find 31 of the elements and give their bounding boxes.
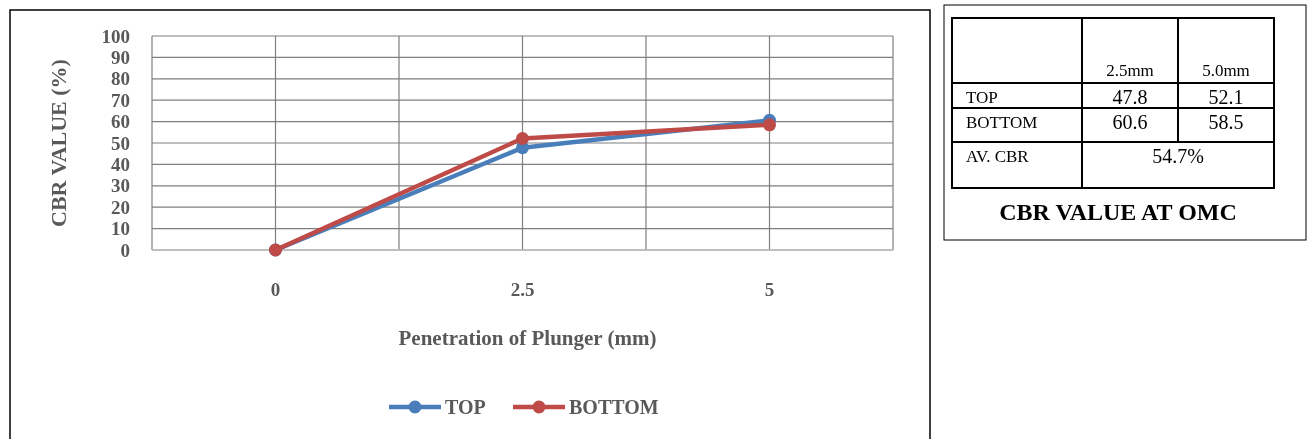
category-label: BOTTOM xyxy=(966,113,1038,132)
text: CBR VALUE AT OMC xyxy=(999,199,1237,225)
y-tick-label: 20 xyxy=(111,196,130,218)
y-tick-label: 100 xyxy=(101,25,130,47)
x-tick-label: 2.5 xyxy=(510,279,535,300)
y-tick-label: 80 xyxy=(111,68,130,90)
y-axis-title: CBR VALUE (%) xyxy=(46,59,71,227)
category-label: 5.0mm xyxy=(1202,61,1250,80)
x-axis-title: Penetration of Plunger (mm) xyxy=(398,326,657,350)
y-tick-label: 50 xyxy=(111,132,130,154)
text: 58.5 xyxy=(1208,111,1244,133)
y-tick-label: 10 xyxy=(111,218,130,240)
legend-label: BOTTOM xyxy=(569,396,659,418)
x-tick-label: 5 xyxy=(764,279,775,300)
y-tick-label: 30 xyxy=(111,175,130,197)
category-label: TOP xyxy=(966,88,998,107)
text: 54.7% xyxy=(1152,145,1204,167)
point xyxy=(516,132,529,146)
y-tick-label: 70 xyxy=(111,89,130,111)
category-label: 2.5mm xyxy=(1106,61,1154,80)
text: 60.6 xyxy=(1112,111,1148,133)
x-tick-label: 0 xyxy=(270,279,281,300)
text: 52.1 xyxy=(1208,86,1244,108)
y-tick-label: 40 xyxy=(111,154,130,176)
category-label: AV. CBR xyxy=(966,147,1029,166)
y-tick-label: 90 xyxy=(111,47,130,69)
text: 47.8 xyxy=(1112,86,1148,108)
y-tick-label: 60 xyxy=(111,111,130,133)
legend-label: TOP xyxy=(445,396,486,418)
point xyxy=(763,118,776,132)
y-tick-label: 0 xyxy=(120,239,130,261)
